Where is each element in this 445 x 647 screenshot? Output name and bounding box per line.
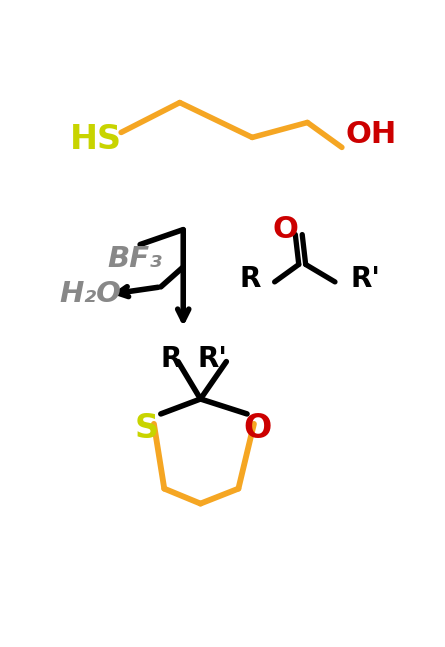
Text: R: R (161, 345, 182, 373)
Text: HS: HS (69, 124, 121, 157)
Text: R: R (240, 265, 261, 293)
Text: O: O (272, 215, 298, 244)
Text: R': R' (198, 345, 227, 373)
Text: S: S (135, 412, 159, 445)
Text: H₂O: H₂O (59, 280, 121, 309)
Text: BF₃: BF₃ (107, 245, 162, 274)
Text: OH: OH (345, 120, 396, 149)
Text: R': R' (351, 265, 380, 293)
Text: O: O (243, 412, 271, 445)
